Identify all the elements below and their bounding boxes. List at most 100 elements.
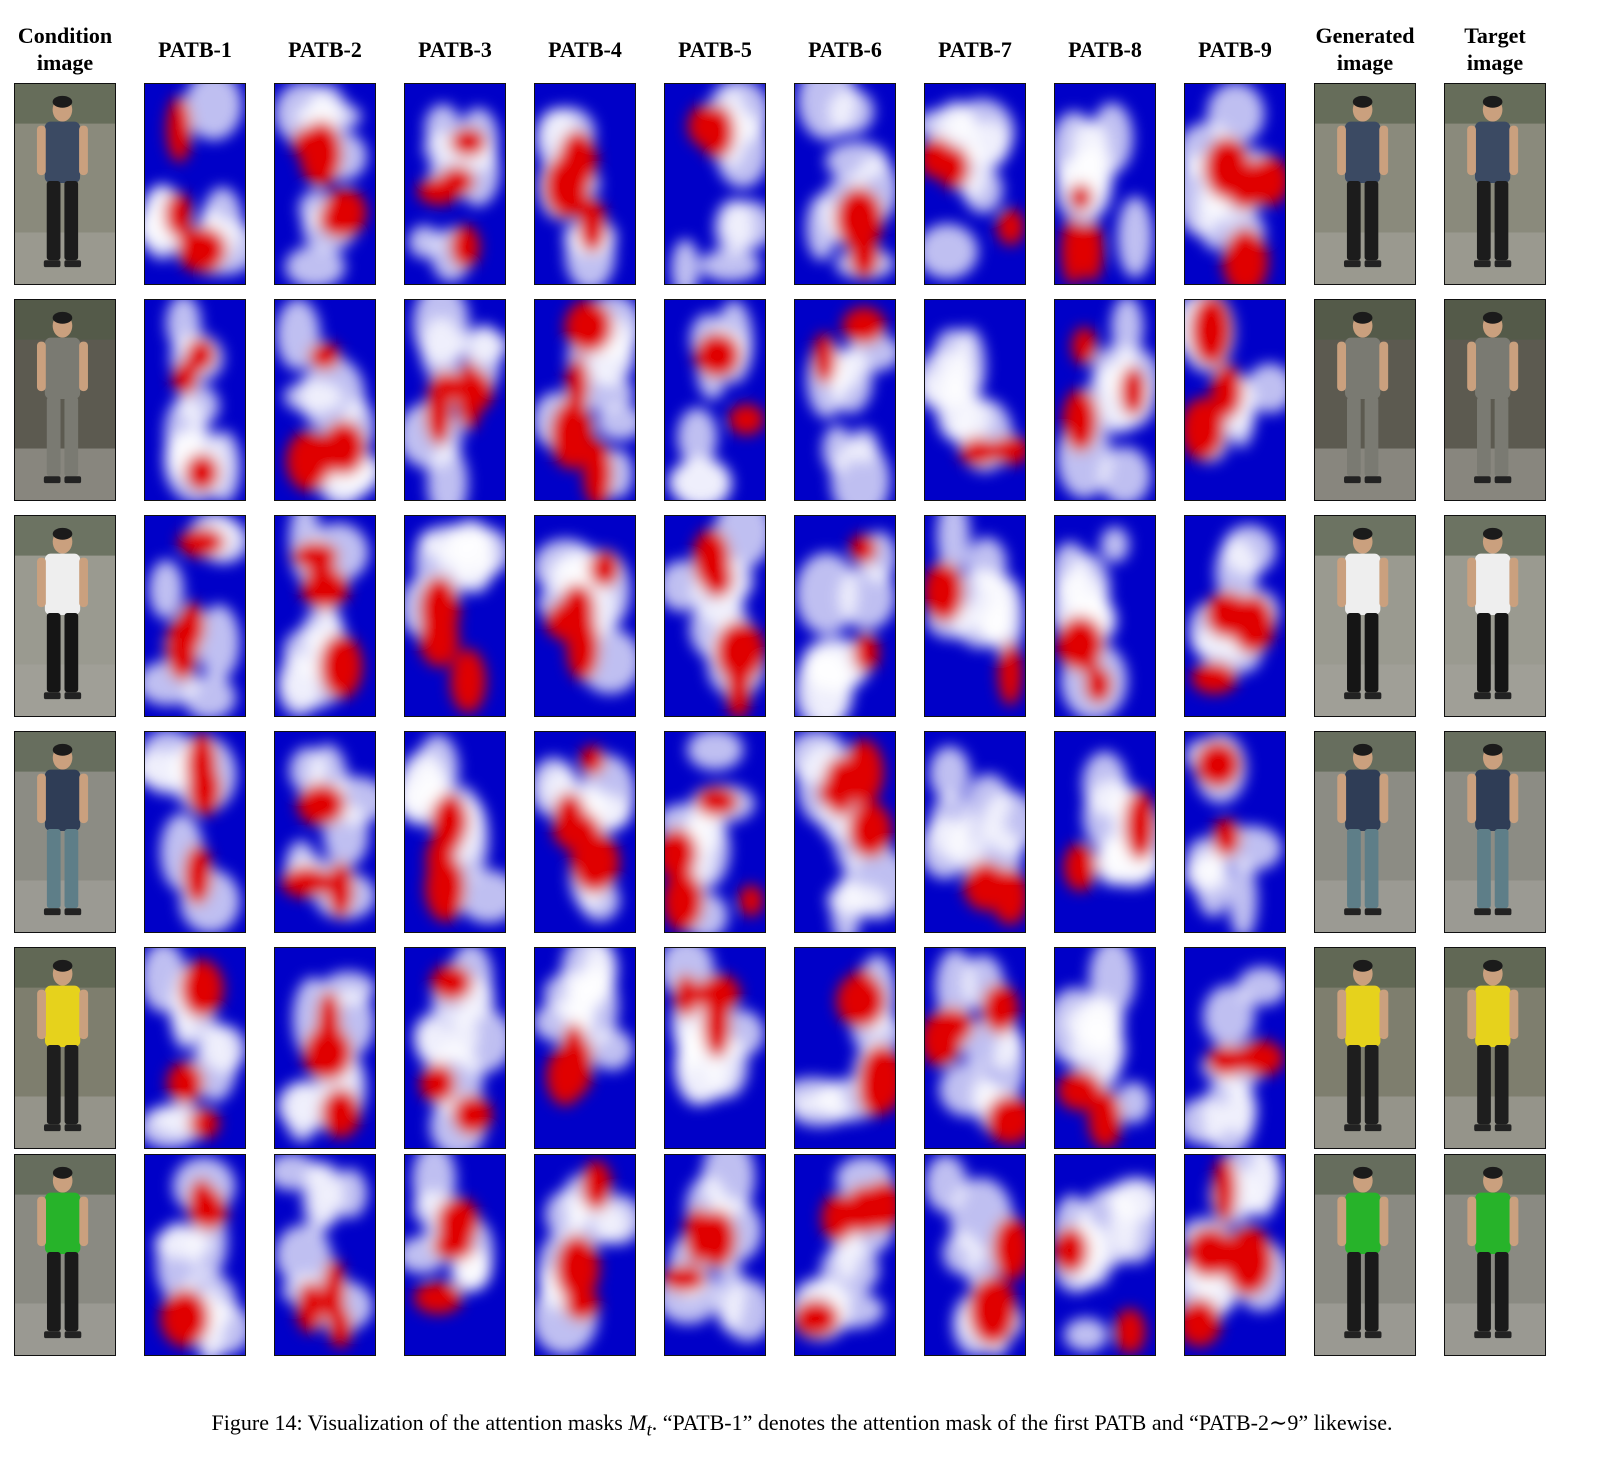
heatmap-graphic (1055, 732, 1155, 932)
condition-image-row-2 (14, 299, 116, 501)
person-photo-graphic (15, 732, 115, 932)
heatmap-graphic (1185, 732, 1285, 932)
heatmap-graphic (535, 1155, 635, 1355)
patb2-attention-mask-row-5 (274, 947, 376, 1149)
person-photo-graphic (15, 948, 115, 1148)
patb2-attention-mask-row-6 (274, 1154, 376, 1356)
patb1-attention-mask-row-5 (144, 947, 246, 1149)
heatmap-graphic (1185, 300, 1285, 500)
condition-image-row-3 (14, 515, 116, 717)
column-header-condition: Condition image (17, 23, 113, 75)
column-header-patb2: PATB-2 (288, 37, 362, 62)
heatmap-graphic (405, 516, 505, 716)
condition-image-row-6 (14, 1154, 116, 1356)
heatmap-graphic (275, 300, 375, 500)
target-image-row-2 (1444, 299, 1546, 501)
patb9-attention-mask-row-6 (1184, 1154, 1286, 1356)
heatmap-graphic (1185, 1155, 1285, 1355)
heatmap-graphic (795, 516, 895, 716)
person-photo-graphic (1315, 948, 1415, 1148)
patb3-attention-mask-row-1 (404, 83, 506, 285)
patb3-attention-mask-row-4 (404, 731, 506, 933)
person-photo-graphic (15, 516, 115, 716)
heatmap-graphic (1055, 948, 1155, 1148)
column-header-patb6: PATB-6 (808, 37, 882, 62)
person-photo-graphic (15, 1155, 115, 1355)
patb5-attention-mask-row-3 (664, 515, 766, 717)
patb4-attention-mask-row-5 (534, 947, 636, 1149)
patb5-attention-mask-row-2 (664, 299, 766, 501)
person-photo-graphic (1445, 300, 1545, 500)
patb7-attention-mask-row-5 (924, 947, 1026, 1149)
heatmap-graphic (275, 948, 375, 1148)
patb6-attention-mask-row-3 (794, 515, 896, 717)
heatmap-graphic (665, 948, 765, 1148)
column-header-patb3: PATB-3 (418, 37, 492, 62)
person-photo-graphic (15, 84, 115, 284)
heatmap-graphic (145, 948, 245, 1148)
patb8-attention-mask-row-6 (1054, 1154, 1156, 1356)
heatmap-graphic (925, 300, 1025, 500)
patb7-attention-mask-row-3 (924, 515, 1026, 717)
patb5-attention-mask-row-6 (664, 1154, 766, 1356)
patb2-attention-mask-row-4 (274, 731, 376, 933)
patb1-attention-mask-row-4 (144, 731, 246, 933)
person-photo-graphic (15, 300, 115, 500)
condition-image-row-1 (14, 83, 116, 285)
person-photo-graphic (1315, 1155, 1415, 1355)
heatmap-graphic (275, 1155, 375, 1355)
heatmap-graphic (1055, 516, 1155, 716)
heatmap-graphic (795, 300, 895, 500)
person-photo-graphic (1315, 84, 1415, 284)
patb6-attention-mask-row-1 (794, 83, 896, 285)
heatmap-graphic (925, 1155, 1025, 1355)
patb9-attention-mask-row-4 (1184, 731, 1286, 933)
patb1-attention-mask-row-2 (144, 299, 246, 501)
heatmap-graphic (145, 516, 245, 716)
target-image-row-4 (1444, 731, 1546, 933)
patb5-attention-mask-row-4 (664, 731, 766, 933)
patb8-attention-mask-row-5 (1054, 947, 1156, 1149)
column-header-patb4: PATB-4 (548, 37, 622, 62)
heatmap-graphic (405, 732, 505, 932)
person-photo-graphic (1445, 948, 1545, 1148)
patb4-attention-mask-row-2 (534, 299, 636, 501)
column-header-patb7: PATB-7 (938, 37, 1012, 62)
heatmap-graphic (925, 732, 1025, 932)
heatmap-graphic (145, 732, 245, 932)
heatmap-graphic (275, 732, 375, 932)
heatmap-graphic (535, 84, 635, 284)
heatmap-graphic (275, 84, 375, 284)
person-photo-graphic (1315, 516, 1415, 716)
patb3-attention-mask-row-5 (404, 947, 506, 1149)
heatmap-graphic (1055, 84, 1155, 284)
person-photo-graphic (1445, 84, 1545, 284)
patb6-attention-mask-row-5 (794, 947, 896, 1149)
column-header-generated: Generated image (1315, 23, 1415, 75)
heatmap-graphic (925, 84, 1025, 284)
column-header-patb1: PATB-1 (158, 37, 232, 62)
condition-image-row-5 (14, 947, 116, 1149)
heatmap-graphic (665, 516, 765, 716)
heatmap-graphic (145, 300, 245, 500)
heatmap-graphic (405, 948, 505, 1148)
patb4-attention-mask-row-4 (534, 731, 636, 933)
heatmap-graphic (405, 300, 505, 500)
patb4-attention-mask-row-1 (534, 83, 636, 285)
patb7-attention-mask-row-4 (924, 731, 1026, 933)
heatmap-graphic (795, 84, 895, 284)
heatmap-graphic (535, 300, 635, 500)
patb7-attention-mask-row-2 (924, 299, 1026, 501)
patb8-attention-mask-row-3 (1054, 515, 1156, 717)
patb1-attention-mask-row-3 (144, 515, 246, 717)
generated-image-row-3 (1314, 515, 1416, 717)
caption-math: M (628, 1410, 647, 1435)
heatmap-graphic (665, 84, 765, 284)
patb1-attention-mask-row-6 (144, 1154, 246, 1356)
heatmap-graphic (795, 1155, 895, 1355)
column-header-patb9: PATB-9 (1198, 37, 1272, 62)
figure-caption: Figure 14: Visualization of the attentio… (0, 1410, 1604, 1440)
heatmap-graphic (145, 1155, 245, 1355)
patb3-attention-mask-row-3 (404, 515, 506, 717)
target-image-row-5 (1444, 947, 1546, 1149)
